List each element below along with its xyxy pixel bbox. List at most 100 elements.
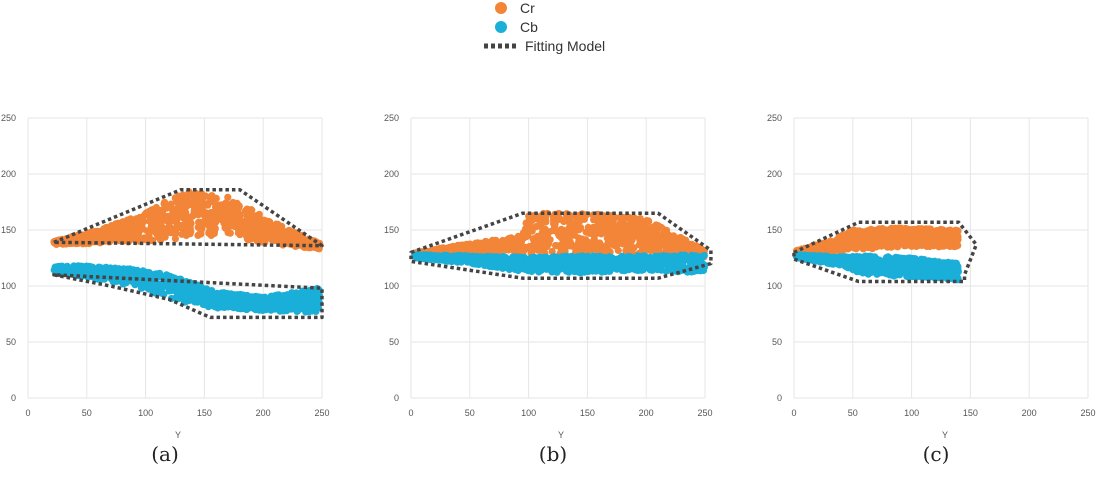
x-tick-labels: 0 50 100 150 200 250: [791, 408, 1095, 418]
cb-point: [590, 252, 598, 260]
y-tick-label: 250: [1, 113, 16, 123]
cb-point: [252, 301, 260, 309]
fitting-model: [52, 187, 324, 320]
cr-point: [436, 244, 444, 252]
cr-point: [185, 201, 193, 209]
cr-point: [140, 234, 148, 242]
cb-point: [580, 268, 588, 276]
cr-point: [555, 232, 563, 240]
cr-point: [948, 230, 956, 238]
cb-point: [607, 265, 615, 273]
cr-point: [872, 241, 880, 249]
cb-point: [263, 300, 271, 308]
cb-point: [696, 267, 705, 275]
cr-point: [908, 226, 916, 234]
cb-point: [150, 280, 158, 289]
cr-point: [225, 206, 233, 214]
cb-point: [634, 252, 642, 260]
cr-point: [827, 244, 835, 252]
x-tick-label: 50: [848, 408, 858, 418]
cr-point: [90, 231, 98, 239]
cr-point: [286, 232, 294, 240]
cr-point: [641, 229, 649, 237]
cb-point: [186, 289, 194, 297]
cr-point: [244, 207, 252, 215]
cb-point: [414, 252, 422, 261]
fitting-model-boundary: [52, 273, 324, 320]
cb-point: [489, 255, 497, 263]
cb-point: [455, 256, 463, 265]
cr-point: [645, 217, 653, 225]
cr-point: [534, 246, 542, 254]
cr-point: [171, 230, 179, 238]
cr-point: [487, 244, 496, 252]
cr-point: [186, 224, 194, 232]
cb-point: [575, 253, 584, 262]
cb-point: [646, 253, 655, 262]
cr-point: [917, 229, 926, 237]
cr-point: [918, 241, 926, 249]
cb-point: [520, 253, 529, 262]
cb-point: [480, 257, 488, 265]
cb-point: [637, 261, 645, 269]
cb-point: [620, 262, 628, 271]
cb-point: [202, 293, 211, 301]
cr-point: [128, 232, 136, 240]
cr-point: [586, 240, 595, 248]
cb-point: [273, 297, 281, 305]
cr-point: [834, 243, 842, 251]
cb-point: [644, 261, 652, 269]
cr-point: [912, 242, 920, 250]
cr-point: [192, 189, 200, 197]
cb-point: [196, 287, 204, 295]
cr-point: [576, 241, 584, 250]
cr-point: [203, 220, 211, 228]
cr-point: [862, 240, 870, 248]
cr-point: [616, 214, 624, 222]
cb-point: [461, 252, 469, 260]
cb-point: [516, 262, 524, 271]
cb-point: [165, 282, 173, 290]
cr-point: [183, 195, 191, 203]
cr-point: [541, 242, 549, 250]
cr-point: [827, 238, 836, 246]
y-tick-label: 0: [11, 393, 16, 403]
y-tick-label: 0: [777, 393, 782, 403]
cr-point: [863, 231, 871, 240]
cb-points: [50, 262, 323, 316]
cr-point: [614, 239, 622, 247]
cr-point: [641, 239, 649, 247]
cb-point: [672, 259, 681, 267]
cr-point: [521, 225, 530, 233]
cr-point: [235, 217, 244, 225]
cb-point: [574, 267, 583, 275]
cb-point: [697, 253, 705, 261]
cr-point: [212, 218, 220, 226]
legend-label-fit: Fitting Model: [525, 38, 605, 54]
cr-point: [109, 235, 117, 243]
cr-point: [946, 237, 955, 245]
cb-point: [294, 303, 302, 311]
cb-point: [301, 299, 309, 307]
cr-point: [232, 200, 240, 208]
cr-point: [630, 244, 638, 252]
cr-point: [224, 193, 232, 201]
cb-point: [224, 303, 232, 311]
cr-point: [541, 232, 549, 240]
cb-point: [246, 296, 254, 304]
cr-point: [552, 241, 560, 250]
cr-point: [635, 234, 643, 242]
cr-point: [571, 227, 579, 235]
cr-point: [261, 217, 269, 225]
y-tick-label: 200: [1, 169, 16, 179]
cb-point: [185, 296, 193, 305]
fitting-model-boundary: [52, 187, 324, 248]
cr-point: [478, 242, 486, 250]
cb-point: [682, 254, 691, 262]
x-tick-label: 100: [521, 408, 536, 418]
x-tick-label: 200: [639, 408, 654, 418]
y-tick-label: 50: [389, 337, 399, 347]
